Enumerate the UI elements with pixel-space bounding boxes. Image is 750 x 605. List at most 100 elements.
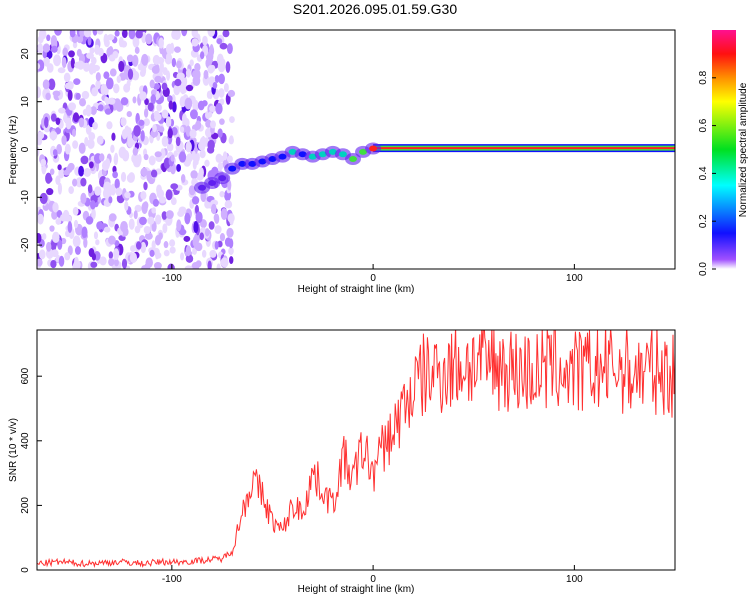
noise-dot bbox=[139, 216, 147, 226]
noise-dot bbox=[203, 69, 209, 80]
noise-dot bbox=[61, 135, 67, 146]
noise-dot bbox=[66, 215, 72, 223]
noise-dot bbox=[123, 83, 131, 93]
noise-dot bbox=[143, 225, 151, 235]
ridge-point bbox=[318, 151, 327, 158]
noise-dot bbox=[113, 248, 120, 260]
colorbar-gradient bbox=[712, 30, 736, 269]
noise-dot bbox=[201, 249, 207, 258]
noise-dot bbox=[70, 57, 75, 69]
y-tick-label: 20 bbox=[20, 48, 31, 60]
noise-dot bbox=[216, 38, 223, 45]
colorbar-tick-label: 0.2 bbox=[698, 214, 709, 228]
snr-panel: -100 0 100 0 200 400 600 Height of straight li… bbox=[8, 329, 676, 595]
noise-dot bbox=[199, 219, 207, 229]
noise-dot bbox=[37, 62, 41, 70]
noise-dot bbox=[49, 168, 55, 176]
noise-dot bbox=[145, 33, 153, 45]
noise-dot bbox=[95, 72, 101, 82]
noise-dot bbox=[140, 190, 147, 200]
noise-dot bbox=[104, 108, 112, 115]
noise-dot bbox=[156, 103, 162, 112]
noise-dot bbox=[116, 75, 122, 83]
noise-dot bbox=[52, 231, 60, 243]
noise-dot bbox=[219, 42, 228, 50]
y-tick-label: 0 bbox=[20, 567, 31, 573]
noise-dot bbox=[183, 235, 191, 242]
noise-dot bbox=[46, 34, 51, 42]
x-tick-label: 100 bbox=[566, 273, 583, 284]
noise-dot bbox=[155, 214, 162, 225]
colorbar-tick-label: 0.4 bbox=[698, 166, 709, 180]
noise-dot bbox=[135, 241, 142, 250]
noise-dot bbox=[104, 96, 109, 104]
noise-dot bbox=[165, 210, 174, 220]
noise-dot bbox=[150, 94, 157, 105]
noise-dot bbox=[215, 103, 223, 115]
noise-dot bbox=[96, 135, 104, 145]
noise-dot bbox=[169, 239, 176, 247]
noise-dot bbox=[225, 61, 231, 74]
ridge-point bbox=[218, 175, 227, 182]
noise-dot bbox=[133, 125, 141, 137]
noise-dot bbox=[85, 124, 92, 135]
noise-dot bbox=[151, 65, 160, 74]
noise-dot bbox=[88, 161, 94, 169]
noise-dot bbox=[141, 265, 147, 269]
noise-dot bbox=[208, 89, 213, 100]
noise-dot bbox=[144, 232, 153, 240]
noise-dot bbox=[165, 52, 172, 63]
noise-dot bbox=[112, 171, 118, 179]
noise-dot bbox=[219, 233, 226, 242]
y-tick-label: 400 bbox=[20, 432, 31, 449]
noise-dot bbox=[173, 84, 181, 96]
x-tick-label: -100 bbox=[162, 273, 182, 284]
noise-dot bbox=[45, 175, 53, 183]
ridge-point bbox=[238, 160, 247, 167]
noise-dot bbox=[46, 63, 54, 73]
noise-dot bbox=[44, 58, 50, 67]
noise-dot bbox=[212, 82, 218, 89]
x-tick-label: 100 bbox=[566, 574, 583, 585]
noise-dot bbox=[107, 34, 115, 41]
noise-dot bbox=[110, 144, 115, 153]
ridge-point bbox=[338, 151, 347, 158]
noise-dot bbox=[120, 220, 128, 233]
noise-dot bbox=[68, 50, 75, 58]
noise-dot bbox=[83, 30, 92, 38]
noise-dot bbox=[69, 30, 76, 38]
noise-dot bbox=[171, 57, 177, 68]
noise-dot bbox=[81, 226, 88, 239]
ridge-point bbox=[369, 145, 378, 152]
noise-dot bbox=[79, 98, 87, 107]
noise-dot bbox=[103, 71, 110, 80]
noise-dot bbox=[226, 43, 233, 55]
noise-dot bbox=[219, 118, 225, 125]
noise-dot bbox=[121, 30, 128, 39]
noise-dot bbox=[208, 111, 213, 118]
noise-dot bbox=[185, 84, 194, 92]
noise-dot bbox=[191, 38, 199, 47]
y-axis-label: SNR (10 * v/v) bbox=[8, 418, 19, 482]
noise-dot bbox=[217, 155, 225, 163]
noise-dot bbox=[90, 56, 97, 65]
noise-dot bbox=[37, 146, 40, 157]
noise-dot bbox=[84, 136, 89, 147]
ridge-point bbox=[258, 158, 267, 165]
noise-dot bbox=[211, 203, 217, 215]
noise-dot bbox=[150, 129, 159, 138]
noise-dot bbox=[140, 241, 147, 254]
ridge-point bbox=[228, 165, 237, 172]
noise-dot bbox=[147, 216, 155, 225]
noise-dot bbox=[128, 218, 135, 230]
noise-dot bbox=[163, 157, 171, 169]
noise-dot bbox=[189, 129, 197, 139]
noise-dot bbox=[83, 62, 90, 72]
noise-dot bbox=[185, 141, 192, 153]
noise-dot bbox=[167, 128, 173, 139]
noise-dot bbox=[108, 251, 114, 260]
noise-dot bbox=[156, 184, 162, 195]
noise-dot bbox=[90, 106, 97, 115]
noise-dot bbox=[108, 54, 116, 62]
noise-dot bbox=[92, 64, 97, 74]
